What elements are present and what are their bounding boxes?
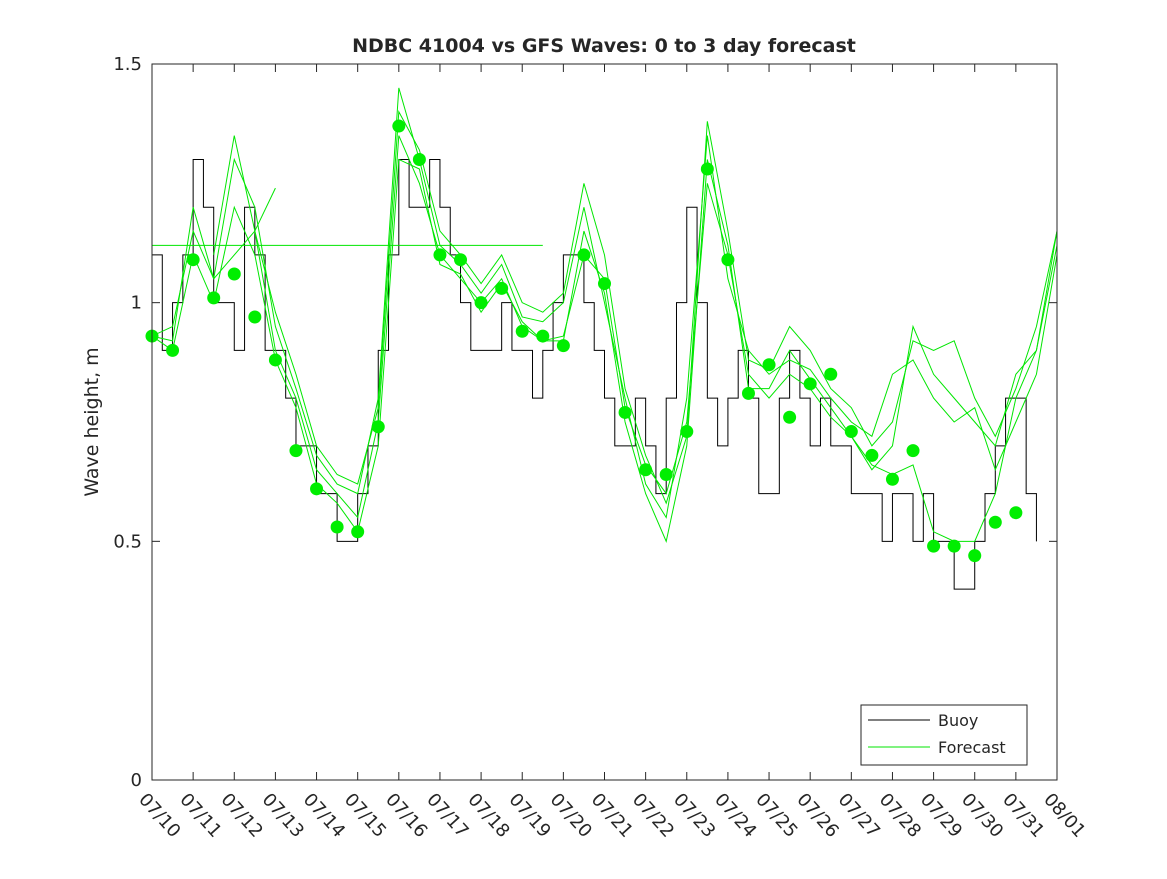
y-tick-label: 1.5 [113,54,142,75]
chart-title: NDBC 41004 vs GFS Waves: 0 to 3 day fore… [352,35,856,57]
forecast-marker [988,515,1002,529]
forecast-marker [762,358,776,372]
legend-label-buoy: Buoy [938,711,978,730]
forecast-marker [392,119,406,133]
forecast-marker [803,377,817,391]
forecast-marker [227,267,241,281]
forecast-marker [351,525,365,539]
forecast-marker [741,386,755,400]
plot-area [145,87,1058,590]
forecast-marker [556,339,570,353]
forecast-marker [289,444,303,458]
forecast-marker [536,329,550,343]
forecast-marker [618,405,632,419]
forecast-line-5 [254,187,276,232]
forecast-marker [186,253,200,267]
forecast-marker [268,353,282,367]
forecast-marker [865,448,879,462]
buoy-line [152,158,1037,590]
y-tick-label: 0.5 [113,531,142,552]
forecast-marker [577,248,591,262]
forecast-marker [248,310,262,324]
forecast-marker [515,324,529,338]
forecast-marker [207,291,221,305]
forecast-marker [598,277,611,291]
forecast-marker [700,162,714,176]
forecast-marker [433,248,447,262]
forecast-marker [412,152,426,166]
y-tick-label: 1 [131,293,142,314]
legend-label-forecast: Forecast [938,738,1006,757]
forecast-marker [844,425,858,439]
forecast-marker [495,281,509,295]
forecast-marker [824,367,838,381]
forecast-marker [454,253,468,267]
forecast-marker [680,425,694,439]
forecast-marker [1009,506,1023,520]
forecast-marker [371,420,385,434]
forecast-marker [783,410,797,424]
forecast-marker [927,539,941,553]
forecast-marker [906,444,920,458]
forecast-marker [968,549,982,563]
y-axis-label: Wave height, m [81,347,103,496]
y-tick-label: 0 [131,770,142,791]
forecast-marker [166,343,180,357]
forecast-marker [721,253,735,267]
forecast-marker [639,463,653,477]
forecast-line-4 [213,109,1058,505]
forecast-marker [310,482,324,496]
forecast-marker [659,468,673,482]
forecast-marker [330,520,344,534]
forecast-marker [947,539,961,553]
legend-box [860,704,1028,766]
forecast-marker [474,296,488,310]
legend: Buoy Forecast [860,704,1028,766]
forecast-marker [885,472,899,486]
